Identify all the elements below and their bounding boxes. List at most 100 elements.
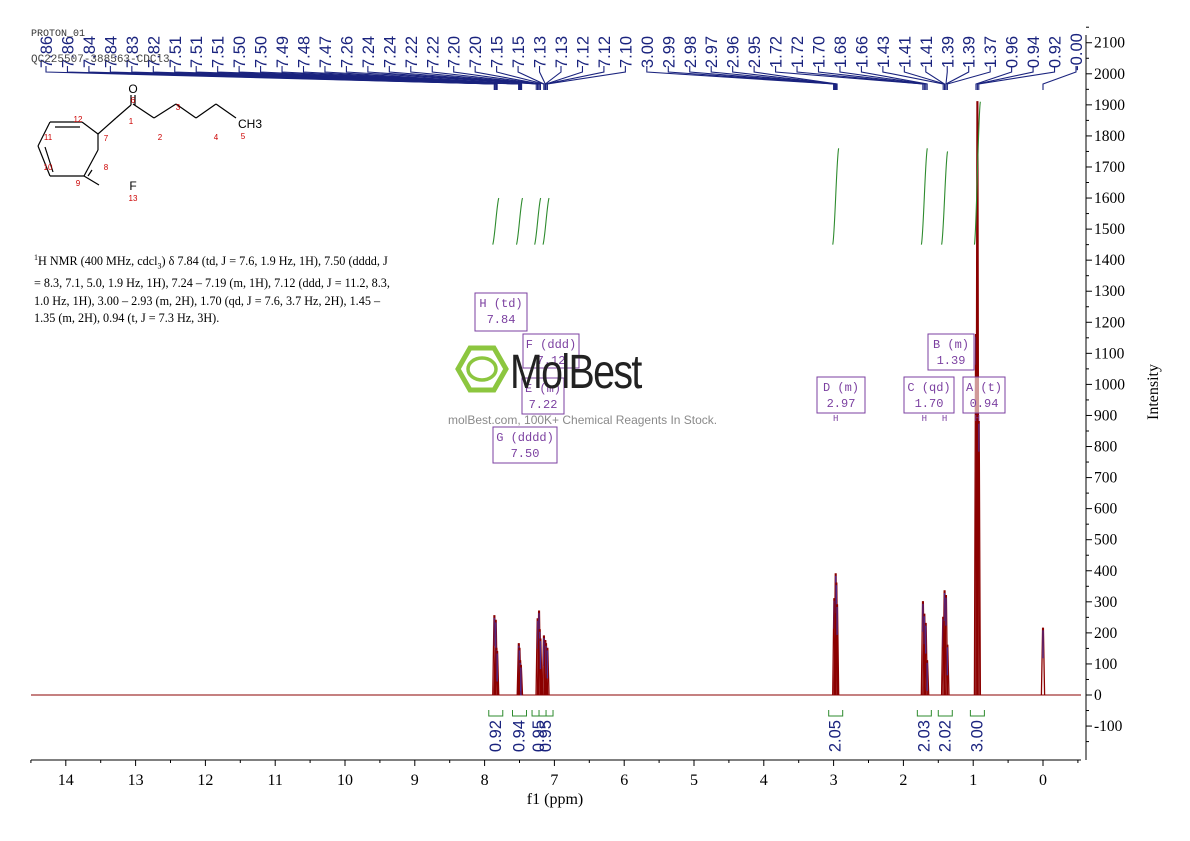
peak-label: 2.95 bbox=[746, 36, 764, 68]
peak-label: 7.26 bbox=[338, 36, 356, 68]
nucleus-superscript: 1 bbox=[34, 253, 38, 262]
multiplet-range-mark: H bbox=[922, 414, 927, 424]
peak-label: 1.72 bbox=[789, 36, 807, 68]
x-tick-label: 0 bbox=[1039, 772, 1047, 789]
spectrum-peak bbox=[518, 664, 524, 696]
peak-label: 7.15 bbox=[510, 36, 528, 68]
atom-number: 3 bbox=[176, 103, 181, 112]
y-tick-label: 1200 bbox=[1094, 314, 1125, 331]
integral-value: 2.05 bbox=[827, 720, 845, 752]
y-axis-title: Intensity bbox=[1145, 364, 1162, 420]
x-axis-title: f1 (ppm) bbox=[527, 791, 583, 808]
peak-label: 7.12 bbox=[596, 36, 614, 68]
x-tick-label: 12 bbox=[197, 772, 213, 789]
peak-label: 7.82 bbox=[145, 36, 163, 68]
peak-label-connector bbox=[689, 66, 836, 90]
multiplet-frame bbox=[474, 292, 528, 332]
x-tick-label: 5 bbox=[690, 772, 698, 789]
peak-label: 0.94 bbox=[1025, 36, 1043, 68]
peak-label: 7.86 bbox=[59, 36, 77, 68]
multiplet-frame bbox=[927, 333, 975, 371]
atom-label: F bbox=[129, 179, 136, 193]
nmr-description-lead: H NMR (400 MHz, cdcl bbox=[38, 254, 158, 269]
multiplet-label: E (m) bbox=[525, 382, 561, 396]
atom-label: O bbox=[128, 82, 137, 96]
multiplet-label: D (m) bbox=[823, 381, 859, 395]
multiplet-shift: 7.22 bbox=[529, 398, 558, 412]
integral-bracket bbox=[512, 710, 527, 717]
peak-label: 7.10 bbox=[617, 36, 635, 68]
y-tick-label: -100 bbox=[1094, 718, 1123, 735]
y-tick-label: 900 bbox=[1094, 407, 1118, 424]
multiplet-label: H (td) bbox=[479, 297, 522, 311]
bond bbox=[37, 121, 51, 147]
molbest-logo-icon bbox=[455, 345, 509, 393]
peak-label: 7.13 bbox=[532, 36, 550, 68]
spectrum-peak bbox=[494, 650, 500, 696]
bond bbox=[37, 145, 51, 177]
peak-label-connector bbox=[431, 66, 540, 90]
integral-value: 2.03 bbox=[915, 720, 933, 752]
peak-label: 3.00 bbox=[639, 36, 657, 68]
integral-curve bbox=[920, 148, 928, 245]
peak-label-connector bbox=[925, 66, 946, 90]
bond bbox=[83, 175, 100, 186]
multiplet-shift: 7.50 bbox=[511, 447, 540, 461]
integral-value: 0.95 bbox=[530, 720, 548, 752]
bond bbox=[87, 169, 93, 177]
multiplet-shift: 7.12 bbox=[537, 354, 566, 368]
bond bbox=[115, 104, 132, 119]
peak-label: 7.47 bbox=[317, 36, 335, 68]
peak-label: 7.86 bbox=[38, 36, 56, 68]
peak-label-connector bbox=[324, 66, 523, 90]
integral-bracket bbox=[488, 710, 504, 717]
y-tick-label: 700 bbox=[1094, 470, 1118, 487]
integral-curve bbox=[515, 197, 524, 245]
peak-label: 7.13 bbox=[553, 36, 571, 68]
peak-label: 7.83 bbox=[124, 36, 142, 68]
atom-number: 11 bbox=[44, 133, 53, 142]
y-tick-label: 200 bbox=[1094, 625, 1118, 642]
peak-label-connector bbox=[839, 66, 927, 90]
y-tick-label: 1500 bbox=[1094, 221, 1125, 238]
x-tick-label: 4 bbox=[760, 772, 768, 789]
y-tick-label: 1600 bbox=[1094, 190, 1125, 207]
multiplet-box: D (m) 2.97 bbox=[816, 376, 866, 414]
atom-number: 1 bbox=[129, 117, 134, 126]
watermark-brand: MolBest bbox=[510, 346, 642, 399]
peak-label: 7.50 bbox=[231, 36, 249, 68]
logo-inner-ring bbox=[466, 356, 498, 382]
y-tick-label: 2100 bbox=[1094, 35, 1125, 52]
peak-label: 7.84 bbox=[102, 36, 120, 68]
peak-label: 7.15 bbox=[489, 36, 507, 68]
x-tick-label: 11 bbox=[267, 772, 282, 789]
multiplet-frame bbox=[522, 333, 580, 369]
spectrum-peak bbox=[545, 647, 550, 696]
y-tick-label: 1000 bbox=[1094, 376, 1125, 393]
bond bbox=[195, 103, 217, 119]
multiplet-label: A (t) bbox=[966, 381, 1002, 395]
peak-label-connector bbox=[882, 66, 944, 90]
y-tick-label: 2000 bbox=[1094, 66, 1125, 83]
spectrum-peak bbox=[924, 660, 930, 696]
peak-label: 7.24 bbox=[360, 36, 378, 68]
y-tick-label: 600 bbox=[1094, 501, 1118, 518]
bond bbox=[44, 146, 54, 173]
peak-label: 7.22 bbox=[403, 36, 421, 68]
atom-number: 12 bbox=[74, 115, 83, 124]
peak-label-connector bbox=[978, 66, 1056, 90]
y-tick-label: 1100 bbox=[1094, 345, 1125, 362]
bond bbox=[83, 149, 99, 177]
nmr-description: 1H NMR (400 MHz, cdcl3) δ 7.84 (td, J = … bbox=[34, 249, 394, 328]
multiplet-shift: 1.39 bbox=[937, 354, 966, 368]
peak-label: 7.51 bbox=[210, 36, 228, 68]
nmr-description-body: ) δ 7.84 (td, J = 7.6, 1.9 Hz, 1H), 7.50… bbox=[34, 254, 390, 326]
multiplet-box: G (dddd) 7.50 bbox=[492, 426, 558, 464]
peak-label-connector bbox=[388, 66, 539, 90]
spectrum-peak bbox=[945, 644, 950, 696]
peak-label-connector bbox=[260, 66, 521, 90]
spectrum-peak bbox=[923, 622, 928, 696]
multiplet-shift: 7.84 bbox=[487, 313, 516, 327]
y-tick-label: 300 bbox=[1094, 594, 1118, 611]
peak-label-connector bbox=[710, 66, 837, 90]
